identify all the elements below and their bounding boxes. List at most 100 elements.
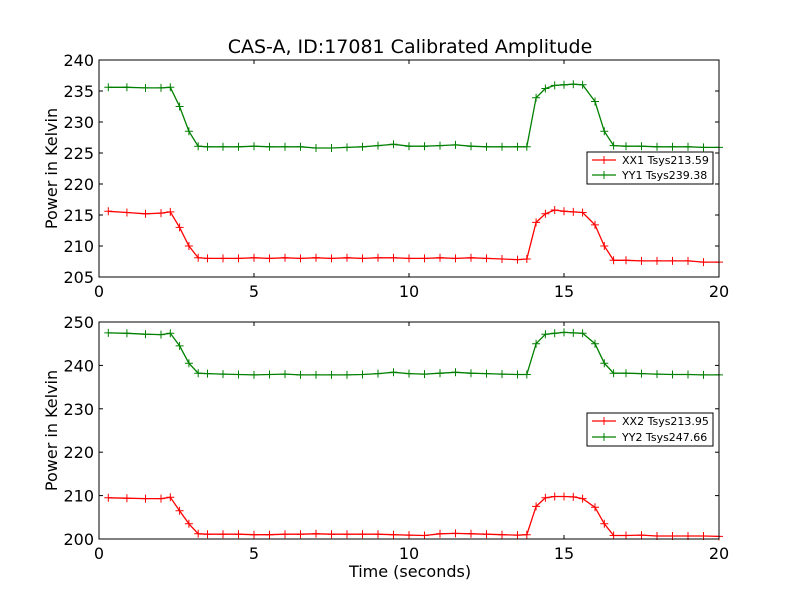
top-series-0-marker bbox=[699, 258, 708, 267]
bottom-series-1-marker bbox=[374, 369, 382, 378]
bottom-series-0-marker bbox=[513, 531, 522, 540]
bottom-x-axis-label: Time (seconds) bbox=[348, 562, 471, 581]
top-series-1-marker bbox=[532, 93, 541, 102]
top-series-1-marker bbox=[166, 83, 175, 92]
top-series-0-marker bbox=[175, 223, 184, 232]
top-series-0-marker bbox=[591, 220, 599, 229]
bottom-series-0-marker bbox=[467, 529, 475, 538]
bottom-series-1-marker bbox=[498, 370, 506, 379]
top-series-1-marker bbox=[175, 102, 184, 111]
top-series-1-marker bbox=[327, 144, 336, 152]
bottom-series-0-marker bbox=[194, 529, 203, 538]
bottom-series-0-marker bbox=[104, 493, 113, 502]
top-series-1-marker bbox=[600, 127, 609, 136]
bottom-series-0-marker bbox=[203, 530, 212, 539]
top-y-tick-label: 240 bbox=[63, 51, 94, 70]
bottom-y-axis-label: Power in Kelvin bbox=[42, 370, 61, 491]
bottom-series-0-marker bbox=[578, 494, 587, 503]
top-series-1-marker bbox=[358, 142, 367, 151]
top-series-0-marker bbox=[358, 254, 367, 263]
bottom-series-1-marker bbox=[668, 370, 677, 379]
bottom-series-0-marker bbox=[550, 492, 559, 501]
bottom-series-1-marker bbox=[653, 370, 661, 379]
top-series-0-marker bbox=[560, 207, 568, 216]
bottom-series-1-marker bbox=[265, 370, 274, 379]
top-series-1-marker bbox=[184, 127, 193, 136]
bottom-series-0-marker bbox=[166, 493, 175, 502]
bottom-series-1-marker bbox=[219, 370, 227, 379]
bottom-y-tick-label: 210 bbox=[63, 487, 94, 506]
bottom-series-1-marker bbox=[550, 329, 559, 338]
bottom-series-1-marker bbox=[609, 369, 618, 378]
bottom-series-0-marker bbox=[312, 529, 320, 538]
top-series-0-marker bbox=[541, 209, 550, 218]
legend-xx2-label: XX2 Tsys213.95 bbox=[622, 415, 709, 428]
bottom-x-tick-label: 0 bbox=[94, 544, 104, 563]
bottom-series-1-marker bbox=[541, 330, 550, 339]
bottom-subplot: 0 5 10 15 20 200 210 220 230 240 250 Power in Kelv… bbox=[42, 313, 729, 581]
bottom-series-0-marker bbox=[234, 530, 243, 539]
top-series-0-marker bbox=[389, 253, 398, 262]
top-series-1-marker bbox=[141, 83, 150, 92]
top-series-1-marker bbox=[560, 80, 568, 89]
bottom-series-1-marker bbox=[234, 370, 243, 379]
bottom-series-layer bbox=[104, 328, 723, 541]
bottom-series-1-marker bbox=[467, 369, 475, 378]
bottom-series-0-marker bbox=[327, 530, 336, 539]
bottom-series-0-marker bbox=[374, 530, 382, 539]
top-series-1-marker bbox=[550, 81, 559, 90]
bottom-series-0-marker bbox=[609, 531, 618, 540]
top-series-1-marker bbox=[265, 142, 274, 151]
top-series-1-marker bbox=[513, 142, 522, 151]
bottom-x-tick-label: 20 bbox=[709, 544, 729, 563]
bottom-series-1-marker bbox=[184, 359, 193, 368]
bottom-series-0-marker bbox=[219, 530, 227, 539]
bottom-series-1-marker bbox=[166, 329, 175, 338]
top-series-0-marker bbox=[374, 253, 382, 262]
bottom-y-tick-label: 250 bbox=[63, 313, 94, 332]
legend-yy1-label: YY1 Tsys239.38 bbox=[621, 169, 707, 182]
top-series-0-marker bbox=[622, 256, 630, 265]
bottom-series-0-marker bbox=[498, 530, 506, 539]
bottom-series-1-marker bbox=[358, 370, 367, 379]
top-y-tick-label: 230 bbox=[63, 113, 94, 132]
bottom-series-1-marker bbox=[436, 369, 444, 378]
top-series-0-marker bbox=[451, 254, 460, 263]
top-series-1-marker bbox=[343, 143, 351, 152]
top-series-0-marker bbox=[250, 253, 258, 262]
bottom-series-0-marker bbox=[541, 493, 550, 502]
top-series-0-marker bbox=[653, 256, 661, 265]
top-y-tick-label: 235 bbox=[63, 82, 94, 101]
bottom-series-0-marker bbox=[122, 494, 131, 503]
bottom-series-0-marker bbox=[591, 503, 599, 512]
top-x-tick-label: 5 bbox=[249, 282, 259, 301]
top-series-1-marker bbox=[591, 97, 599, 106]
top-series-1-marker bbox=[622, 142, 630, 151]
top-series-0-marker bbox=[234, 254, 243, 263]
top-series-1-marker bbox=[498, 142, 506, 151]
top-series-1-marker bbox=[122, 83, 131, 92]
bottom-x-tick-label: 15 bbox=[554, 544, 574, 563]
bottom-series-0-marker bbox=[569, 492, 578, 501]
bottom-series-1-marker bbox=[560, 328, 568, 337]
bottom-series-1-marker bbox=[296, 370, 305, 379]
bottom-series-0-marker bbox=[482, 530, 491, 539]
top-series-1-marker bbox=[194, 142, 203, 151]
bottom-series-0-marker bbox=[343, 530, 351, 539]
bottom-series-0-marker bbox=[637, 531, 646, 540]
top-series-0-marker bbox=[637, 256, 646, 265]
top-series-1-marker bbox=[219, 142, 227, 151]
bottom-series-1-marker bbox=[327, 370, 336, 379]
top-x-tick-label: 10 bbox=[399, 282, 419, 301]
bottom-series-1-marker bbox=[578, 329, 587, 338]
top-x-tick-label: 20 bbox=[709, 282, 729, 301]
top-series-0-marker bbox=[312, 253, 320, 262]
top-series-0-marker bbox=[296, 254, 305, 263]
top-series-0-marker bbox=[668, 256, 677, 265]
bottom-series-1-marker bbox=[637, 369, 646, 378]
bottom-series-0-marker bbox=[532, 502, 541, 511]
bottom-series-1-marker bbox=[157, 330, 165, 339]
top-series-1-marker bbox=[609, 141, 618, 150]
top-series-0-marker bbox=[550, 206, 559, 214]
top-series-0-marker bbox=[157, 209, 165, 218]
